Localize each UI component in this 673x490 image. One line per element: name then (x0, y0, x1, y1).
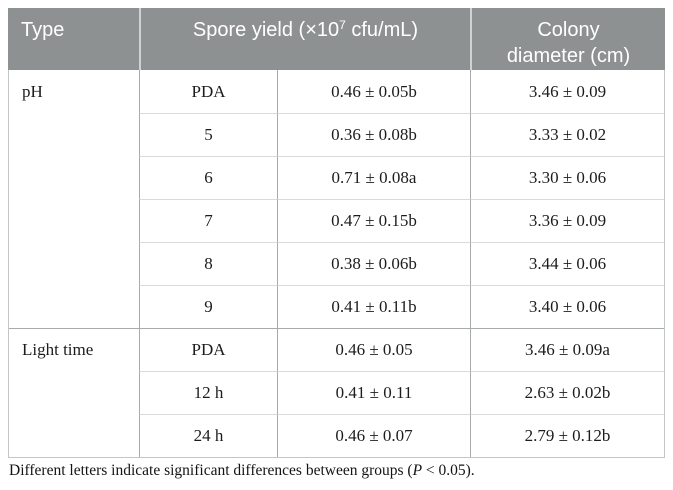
table-body: pH PDA 0.46 ± 0.05b 3.46 ± 0.09 5 0.36 ±… (8, 70, 665, 458)
table-row: Light time PDA 0.46 ± 0.05 3.46 ± 0.09a (9, 328, 664, 371)
colony-diameter-cell: 3.46 ± 0.09 (470, 70, 664, 113)
spore-yield-cell: 0.46 ± 0.05b (277, 70, 470, 113)
table-row: 5 0.36 ± 0.08b 3.33 ± 0.02 (9, 113, 664, 156)
header-spore-exponent: 7 (339, 18, 346, 32)
table-header-row: Type Spore yield (×107 cfu/mL) Colony di… (8, 8, 665, 70)
condition-cell: PDA (139, 70, 277, 113)
spore-yield-cell: 0.36 ± 0.08b (277, 113, 470, 156)
spore-yield-cell: 0.38 ± 0.06b (277, 242, 470, 285)
table-row: pH PDA 0.46 ± 0.05b 3.46 ± 0.09 (9, 70, 664, 113)
spore-yield-cell: 0.46 ± 0.05 (277, 328, 470, 371)
colony-diameter-cell: 3.36 ± 0.09 (470, 199, 664, 242)
table-row: 9 0.41 ± 0.11b 3.40 ± 0.06 (9, 285, 664, 328)
header-type: Type (21, 19, 65, 41)
condition-cell: PDA (139, 328, 277, 371)
footnote-text-end: < 0.05). (422, 462, 475, 479)
table-footnote: Different letters indicate significant d… (9, 462, 475, 480)
condition-cell: 9 (139, 285, 277, 328)
footnote-text: Different letters indicate significant d… (9, 462, 413, 479)
table-row: 8 0.38 ± 0.06b 3.44 ± 0.06 (9, 242, 664, 285)
header-spore-yield: Spore yield (×107 cfu/mL) (139, 8, 470, 70)
group-label-cell (9, 371, 139, 414)
colony-diameter-cell: 3.46 ± 0.09a (470, 328, 664, 371)
table-row: 6 0.71 ± 0.08a 3.30 ± 0.06 (9, 156, 664, 199)
condition-cell: 8 (139, 242, 277, 285)
group-label-cell (9, 156, 139, 199)
colony-diameter-cell: 3.33 ± 0.02 (470, 113, 664, 156)
table-row: 12 h 0.41 ± 0.11 2.63 ± 0.02b (9, 371, 664, 414)
spore-yield-cell: 0.41 ± 0.11b (277, 285, 470, 328)
footnote-p-symbol: P (412, 462, 423, 479)
group-label-cell (9, 113, 139, 156)
colony-diameter-cell: 3.44 ± 0.06 (470, 242, 664, 285)
group-label-cell: pH (22, 81, 43, 101)
spore-yield-cell: 0.46 ± 0.07 (277, 414, 470, 457)
header-colony-diameter: Colony diameter (cm) (470, 8, 665, 70)
condition-cell: 6 (139, 156, 277, 199)
table-row: 7 0.47 ± 0.15b 3.36 ± 0.09 (9, 199, 664, 242)
condition-cell: 5 (139, 113, 277, 156)
spore-yield-cell: 0.41 ± 0.11 (277, 371, 470, 414)
results-table: Type Spore yield (×107 cfu/mL) Colony di… (8, 8, 665, 458)
group-label-cell (9, 285, 139, 328)
condition-cell: 12 h (139, 371, 277, 414)
colony-diameter-cell: 3.30 ± 0.06 (470, 156, 664, 199)
header-spore-prefix: Spore yield (×10 (192, 19, 340, 41)
spore-yield-cell: 0.47 ± 0.15b (277, 199, 470, 242)
group-label-cell: Light time (9, 328, 139, 371)
group-label-cell (9, 414, 139, 457)
condition-cell: 7 (139, 199, 277, 242)
group-label-cell (9, 199, 139, 242)
spore-yield-cell: 0.71 ± 0.08a (277, 156, 470, 199)
colony-diameter-cell: 2.79 ± 0.12b (470, 414, 664, 457)
header-spore-suffix: cfu/mL) (345, 19, 419, 41)
condition-cell: 24 h (139, 414, 277, 457)
table-row: 24 h 0.46 ± 0.07 2.79 ± 0.12b (9, 414, 664, 457)
colony-diameter-cell: 3.40 ± 0.06 (470, 285, 664, 328)
group-label-cell (9, 242, 139, 285)
colony-diameter-cell: 2.63 ± 0.02b (470, 371, 664, 414)
